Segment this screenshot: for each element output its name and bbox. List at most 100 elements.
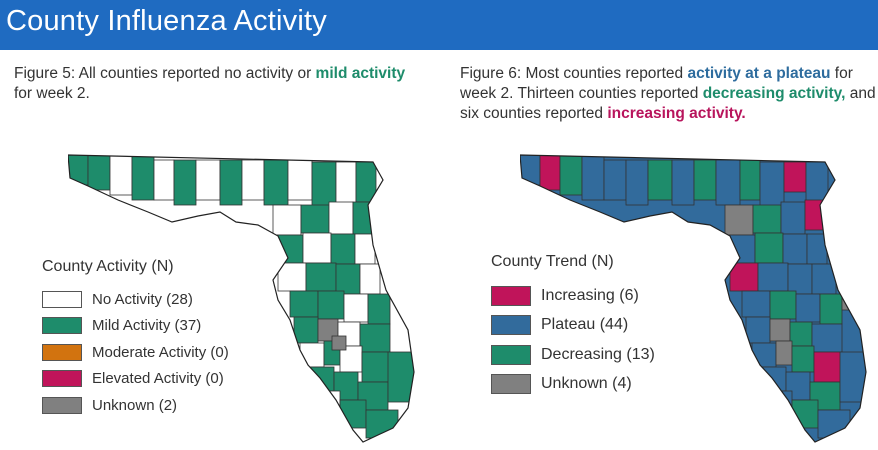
county [343,293,369,323]
county [791,345,815,373]
county [715,159,741,206]
county [729,262,759,292]
county [287,159,313,201]
county [759,161,785,207]
figure6-caption-text: and six counties reported [460,85,876,122]
county [241,159,265,201]
legend-swatch [42,317,82,335]
legend-swatch [42,290,82,308]
figure5-caption: Figure 5: All counties reported no activ… [14,64,414,104]
county [745,316,771,344]
county [811,323,843,353]
county [724,204,754,236]
county [365,409,399,439]
figure6-caption: Figure 6: Most counties reported activit… [460,64,878,124]
figure6-caption-text: for week 2. Thirteen counties reported [460,65,853,102]
county [603,159,627,201]
figure6-caption-highlight: decreasing activity, [702,85,846,102]
county [317,290,345,320]
county [361,351,391,383]
legend-label: Elevated Activity (0) [92,370,224,388]
legend-label: Moderate Activity (0) [92,343,229,361]
county [805,161,829,203]
county [559,155,583,196]
county [300,204,330,234]
county [289,290,319,318]
county [195,159,221,201]
county [581,155,605,201]
florida-outline [68,154,415,443]
legend-item: Moderate Activity (0) [42,339,229,366]
county [153,159,175,201]
legend-item: No Activity (28) [42,286,229,313]
figure5-caption-suffix: for week 2. [14,85,90,102]
florida-trend-map [520,154,867,443]
florida-activity-map [68,154,415,443]
legend-title: County Activity (N) [42,258,174,275]
county [387,351,414,403]
legend-item: Increasing (6) [491,281,655,311]
legend-swatch [491,285,531,306]
legend-item: Decreasing (13) [491,340,655,370]
county [751,342,777,368]
figure6-caption-highlight: increasing activity. [607,105,746,122]
figure5-caption-highlight: mild activity [315,65,406,82]
county [277,262,307,292]
county [335,263,361,295]
legend-swatch [491,315,531,336]
legend-label: No Activity (28) [92,290,193,308]
county [671,159,695,206]
county [819,293,843,325]
legend-label: Unknown (2) [92,396,178,414]
county [219,159,243,206]
county [739,159,761,201]
florida-outline [520,154,867,443]
county [752,204,782,234]
legend-item: Unknown (4) [491,370,655,400]
county [331,335,347,351]
county [305,262,337,292]
county [520,155,541,186]
county [302,232,332,264]
county [782,233,808,265]
county [68,155,89,186]
county [804,199,830,231]
figure5-caption-prefix: Figure 5: All counties reported no activ… [14,65,316,82]
legend-swatch [491,374,531,395]
county [775,340,793,366]
county [352,201,378,235]
county [539,155,561,191]
county [131,155,155,201]
county [780,201,806,235]
county [757,262,789,292]
legend-label: Unknown (4) [541,375,632,393]
legend-label: Mild Activity (37) [92,317,202,335]
county [109,155,133,196]
county [783,161,807,193]
county [647,159,673,201]
county [173,159,197,206]
county [795,293,821,323]
county [789,321,813,347]
legend-label: Decreasing (13) [541,345,655,363]
county [328,201,354,235]
county [87,155,111,191]
legend-item: Plateau (44) [491,311,655,341]
figure6-caption-text: Figure 6: Most counties reported [460,65,688,82]
county [293,316,319,344]
county [839,351,866,403]
county [769,290,797,320]
county [693,159,717,201]
county [769,318,791,342]
county [311,161,337,207]
figure6-caption-highlight: activity at a plateau [687,65,831,82]
county [625,159,649,206]
county [359,323,391,353]
county [813,351,843,383]
legend-title: County Trend (N) [491,253,614,270]
legend-swatch [42,396,82,414]
page-title: County Influenza Activity [6,5,327,37]
county [741,290,771,318]
county [335,161,357,208]
legend-item: Unknown (2) [42,392,229,419]
